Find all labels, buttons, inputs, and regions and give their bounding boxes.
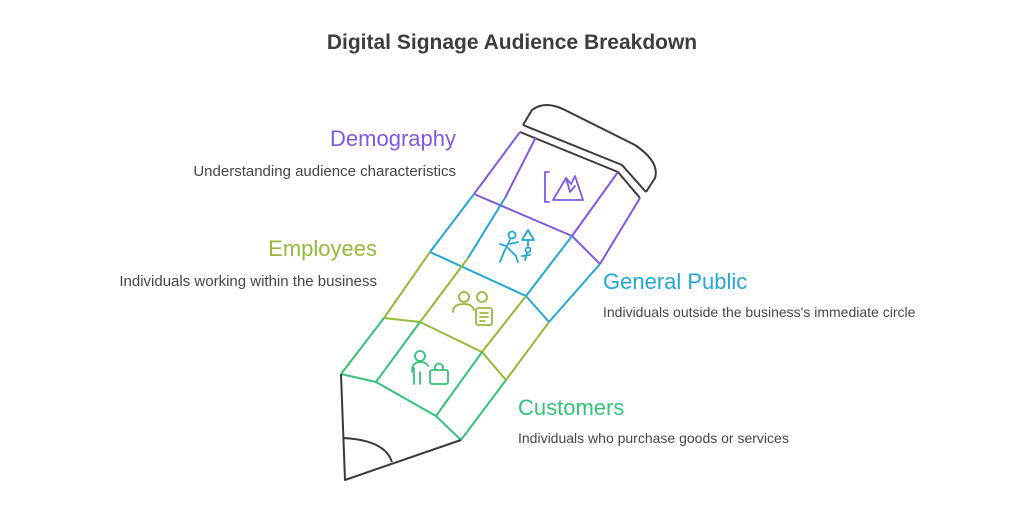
demography-heading: Demography (330, 126, 456, 151)
employees-badge-icon (452, 291, 493, 326)
customers-heading: Customers (518, 395, 625, 420)
demography-description: Understanding audience characteristics (193, 163, 456, 180)
people-outdoors-icon (499, 229, 535, 263)
customers-band (340, 317, 507, 441)
general-public-description: Individuals outside the business's immed… (603, 304, 916, 320)
page-title: Digital Signage Audience Breakdown (326, 31, 698, 54)
general-public-band (429, 193, 601, 323)
customers-description: Individuals who purchase goods or servic… (518, 430, 789, 446)
employees-heading: Employees (268, 236, 377, 261)
general-public-heading: General Public (603, 269, 748, 294)
mountain-chart-icon (544, 171, 584, 203)
pencil-tip (340, 373, 462, 481)
shopper-bag-icon (411, 350, 449, 385)
pencil-eraser (519, 104, 657, 199)
demography-band (473, 131, 641, 265)
employees-description: Individuals working within the business (119, 273, 377, 290)
employees-band (383, 251, 550, 381)
